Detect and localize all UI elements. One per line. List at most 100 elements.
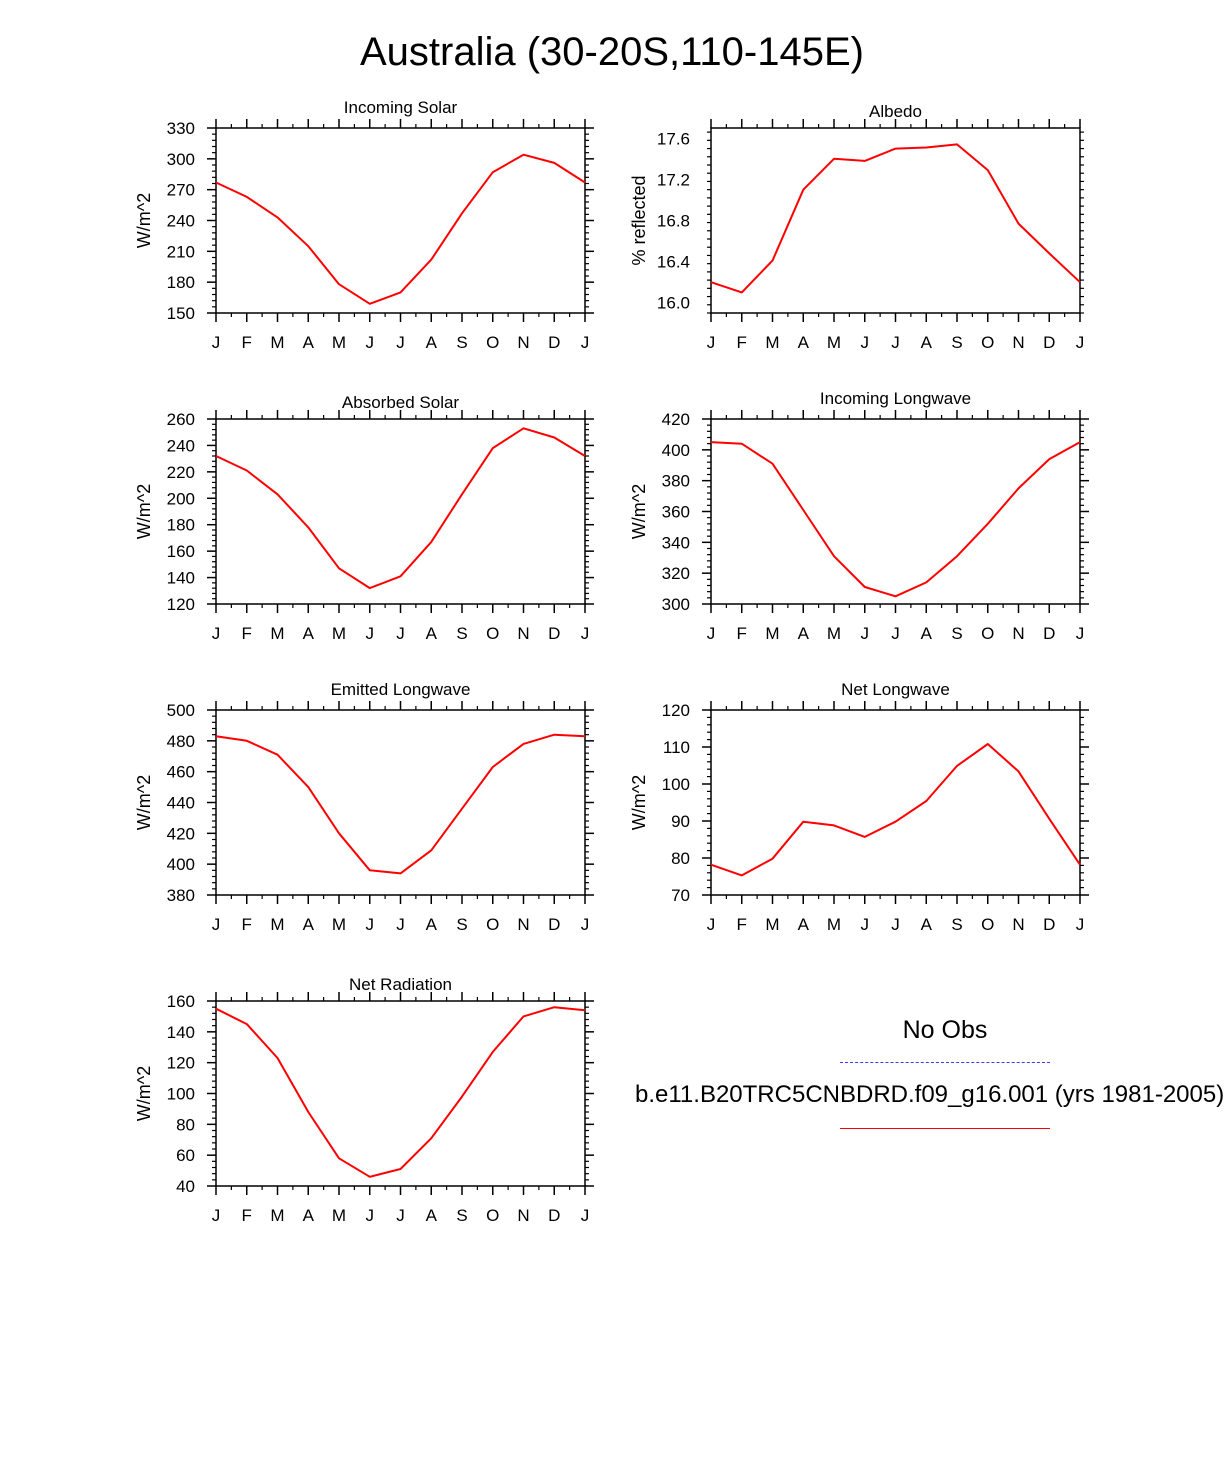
net-longwave-ytick-label: 70	[671, 886, 690, 905]
albedo-xtick-label: M	[827, 333, 841, 352]
incoming-solar-xtick-label: D	[548, 333, 560, 352]
incoming-longwave-xtick-label: F	[737, 624, 747, 643]
incoming-longwave-xtick-label: J	[707, 624, 716, 643]
absorbed-solar-xtick-label: F	[242, 624, 252, 643]
absorbed-solar-ytick-label: 140	[167, 569, 195, 588]
net-radiation-ytick-label: 100	[167, 1085, 195, 1104]
net-longwave-ylabel: W/m^2	[629, 775, 649, 830]
net-radiation-xtick-label: N	[517, 1206, 529, 1225]
incoming-longwave-xtick-label: M	[827, 624, 841, 643]
absorbed-solar-ytick-label: 180	[167, 516, 195, 535]
absorbed-solar-ylabel: W/m^2	[134, 484, 154, 539]
net-radiation-xtick-label: J	[212, 1206, 221, 1225]
albedo-title: Albedo	[869, 102, 922, 121]
albedo-xtick-label: S	[951, 333, 962, 352]
net-longwave-xtick-label: S	[951, 915, 962, 934]
albedo-xtick-label: F	[737, 333, 747, 352]
absorbed-solar-ytick-label: 220	[167, 463, 195, 482]
net-longwave-xtick-label: J	[861, 915, 870, 934]
absorbed-solar-xtick-label: J	[396, 624, 405, 643]
emitted-longwave-ytick-label: 480	[167, 732, 195, 751]
albedo-xtick-label: D	[1043, 333, 1055, 352]
incoming-longwave-ylabel: W/m^2	[629, 484, 649, 539]
net-radiation-xtick-label: S	[456, 1206, 467, 1225]
albedo-ytick-label: 17.6	[657, 129, 690, 148]
incoming-solar-xtick-label: A	[426, 333, 438, 352]
absorbed-solar-xtick-label: M	[332, 624, 346, 643]
emitted-longwave-xtick-label: J	[581, 915, 590, 934]
incoming-solar-xtick-label: A	[303, 333, 315, 352]
incoming-solar-xtick-label: O	[486, 333, 499, 352]
absorbed-solar-xtick-label: O	[486, 624, 499, 643]
incoming-longwave-xtick-label: D	[1043, 624, 1055, 643]
absorbed-solar-xtick-label: N	[517, 624, 529, 643]
incoming-solar-chart: J F M A M J J A S O N D J150180210240270300330W/m^2I…	[134, 98, 594, 352]
albedo-ytick-label: 16.4	[657, 253, 690, 272]
emitted-longwave-chart: J F M A M J J A S O N D J380400420440460480500W/m^2E…	[134, 680, 594, 934]
albedo-series-line	[710, 143, 1081, 294]
incoming-longwave-ytick-label: 400	[662, 441, 690, 460]
net-radiation-chart: J F M A M J J A S O N D J406080100120140160W/m^2Net …	[134, 975, 594, 1225]
incoming-solar-title: Incoming Solar	[344, 98, 458, 117]
net-radiation-xtick-label: J	[366, 1206, 375, 1225]
net-longwave-xtick-label: J	[707, 915, 716, 934]
albedo-xtick-label: O	[981, 333, 994, 352]
emitted-longwave-ytick-label: 500	[167, 701, 195, 720]
net-longwave-ytick-label: 100	[662, 775, 690, 794]
incoming-solar-ylabel: W/m^2	[134, 193, 154, 248]
incoming-solar-ytick-label: 300	[167, 150, 195, 169]
albedo-chart: J F M A M J J A S O N D J16.016.416.817.217.6% refle…	[629, 102, 1084, 352]
net-radiation-title: Net Radiation	[349, 975, 452, 994]
incoming-solar-xtick-label: S	[456, 333, 467, 352]
incoming-solar-series-line	[215, 153, 586, 305]
absorbed-solar-ytick-label: 260	[167, 410, 195, 429]
albedo-ylabel: % reflected	[629, 175, 649, 265]
incoming-longwave-ytick-label: 360	[662, 503, 690, 522]
net-radiation-ytick-label: 120	[167, 1054, 195, 1073]
incoming-longwave-xtick-label: N	[1012, 624, 1024, 643]
net-longwave-ytick-label: 80	[671, 849, 690, 868]
incoming-solar-xtick-label: J	[366, 333, 375, 352]
emitted-longwave-xtick-label: A	[426, 915, 438, 934]
net-radiation-xtick-label: D	[548, 1206, 560, 1225]
albedo-xtick-label: J	[1076, 333, 1085, 352]
emitted-longwave-xtick-label: J	[212, 915, 221, 934]
net-radiation-xtick-label: M	[270, 1206, 284, 1225]
absorbed-solar-ytick-label: 200	[167, 489, 195, 508]
incoming-solar-xtick-label: J	[581, 333, 590, 352]
net-radiation-series-line	[215, 1006, 586, 1178]
incoming-solar-ytick-label: 330	[167, 119, 195, 138]
net-longwave-xtick-label: A	[921, 915, 933, 934]
albedo-xtick-label: N	[1012, 333, 1024, 352]
emitted-longwave-xtick-label: N	[517, 915, 529, 934]
emitted-longwave-xtick-label: O	[486, 915, 499, 934]
net-radiation-ytick-label: 40	[176, 1177, 195, 1196]
incoming-solar-ytick-label: 180	[167, 273, 195, 292]
legend-model-line	[840, 1128, 1050, 1129]
page-title: Australia (30-20S,110-145E)	[360, 30, 864, 74]
net-longwave-xtick-label: F	[737, 915, 747, 934]
incoming-longwave-xtick-label: M	[765, 624, 779, 643]
albedo-xtick-label: A	[798, 333, 810, 352]
legend-model-label: b.e11.B20TRC5CNBDRD.f09_g16.001 (yrs 198…	[635, 1081, 1224, 1108]
incoming-solar-xtick-label: F	[242, 333, 252, 352]
net-longwave-xtick-label: O	[981, 915, 994, 934]
net-radiation-xtick-label: F	[242, 1206, 252, 1225]
net-longwave-xtick-label: N	[1012, 915, 1024, 934]
net-radiation-xtick-label: J	[396, 1206, 405, 1225]
emitted-longwave-xtick-label: M	[332, 915, 346, 934]
net-radiation-xtick-label: A	[426, 1206, 438, 1225]
albedo-xtick-label: J	[861, 333, 870, 352]
net-radiation-ytick-label: 140	[167, 1023, 195, 1042]
incoming-solar-xtick-label: J	[396, 333, 405, 352]
albedo-xtick-label: J	[707, 333, 716, 352]
incoming-longwave-chart: J F M A M J J A S O N D J300320340360380400420W/m^2I…	[629, 389, 1089, 643]
net-radiation-xtick-label: J	[581, 1206, 590, 1225]
incoming-solar-ytick-label: 270	[167, 181, 195, 200]
net-radiation-ytick-label: 80	[176, 1115, 195, 1134]
incoming-solar-xtick-label: M	[332, 333, 346, 352]
net-longwave-xtick-label: A	[798, 915, 810, 934]
